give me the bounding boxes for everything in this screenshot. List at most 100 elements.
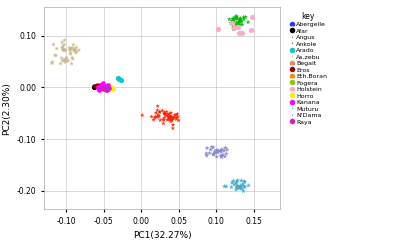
Point (161, 116, 168, 120)
Point (52, 53, 58, 57)
Point (60, 58, 66, 62)
Point (214, 155, 220, 159)
Point (98, 86, 104, 90)
Point (215, 149, 221, 153)
Point (98, 87, 105, 91)
Point (173, 113, 179, 117)
Point (173, 117, 180, 121)
Point (91, 85, 97, 89)
Point (211, 152, 218, 156)
Point (238, 184, 244, 188)
Point (139, 113, 146, 117)
Point (248, 28, 254, 32)
Point (59, 46, 65, 50)
Point (239, 23, 245, 26)
Point (95, 86, 102, 89)
Point (102, 87, 108, 91)
Point (233, 188, 239, 191)
Point (169, 118, 175, 122)
Point (104, 84, 110, 88)
Point (223, 152, 230, 156)
Point (94, 83, 100, 87)
Point (70, 43, 76, 47)
Point (91, 85, 98, 89)
Point (238, 184, 244, 188)
Point (99, 85, 105, 88)
Point (175, 119, 182, 122)
Point (228, 185, 234, 189)
Point (170, 126, 176, 130)
Point (96, 88, 103, 92)
Point (236, 18, 243, 22)
Legend: Abergelle, Afar, Angus, Ankole, Arado, As.zebu, Begait, Eros, Eth.Boran, Fogera,: Abergelle, Afar, Angus, Ankole, Arado, A… (288, 10, 328, 126)
Point (102, 85, 108, 89)
Point (241, 179, 247, 183)
Point (236, 186, 242, 190)
Point (234, 17, 240, 21)
Point (230, 26, 237, 30)
Point (233, 22, 240, 26)
Point (231, 182, 237, 186)
Point (208, 148, 214, 151)
Point (174, 114, 181, 118)
Point (104, 84, 111, 88)
Point (54, 47, 60, 51)
Point (101, 87, 107, 91)
Point (161, 112, 168, 115)
Point (242, 15, 249, 19)
Point (104, 88, 110, 92)
Point (97, 85, 103, 89)
Point (155, 115, 162, 119)
Point (98, 85, 104, 89)
Point (234, 185, 241, 189)
Point (105, 87, 112, 91)
Point (234, 184, 240, 188)
X-axis label: PC1(32.27%): PC1(32.27%) (133, 231, 191, 240)
Point (156, 110, 163, 114)
Point (104, 87, 111, 91)
Point (71, 47, 78, 51)
Point (148, 115, 155, 119)
Point (236, 31, 242, 35)
Point (214, 150, 221, 154)
Point (105, 84, 111, 88)
Point (68, 47, 75, 51)
Point (234, 179, 241, 182)
Point (224, 148, 230, 152)
Point (242, 185, 248, 189)
Point (68, 47, 74, 51)
Point (234, 21, 240, 25)
Point (98, 86, 105, 89)
Point (65, 59, 71, 62)
Point (242, 180, 248, 184)
Point (105, 86, 112, 90)
Point (72, 51, 79, 55)
Point (159, 109, 166, 113)
Point (110, 86, 116, 90)
Point (161, 112, 167, 116)
Point (98, 86, 104, 90)
Point (60, 48, 66, 52)
Point (234, 15, 240, 18)
Point (97, 87, 103, 90)
Point (62, 57, 69, 61)
Point (62, 48, 69, 52)
Point (48, 61, 55, 65)
Point (152, 115, 159, 119)
Point (238, 179, 244, 182)
Point (233, 26, 240, 30)
Point (100, 84, 106, 88)
Point (69, 56, 76, 60)
Point (96, 83, 103, 87)
Point (222, 146, 229, 150)
Point (239, 31, 245, 35)
Point (228, 21, 234, 25)
Point (100, 86, 106, 90)
Point (241, 17, 247, 21)
Point (60, 48, 66, 52)
Point (163, 110, 170, 114)
Point (156, 114, 162, 118)
Point (60, 44, 66, 48)
Point (62, 60, 68, 64)
Point (229, 181, 235, 185)
